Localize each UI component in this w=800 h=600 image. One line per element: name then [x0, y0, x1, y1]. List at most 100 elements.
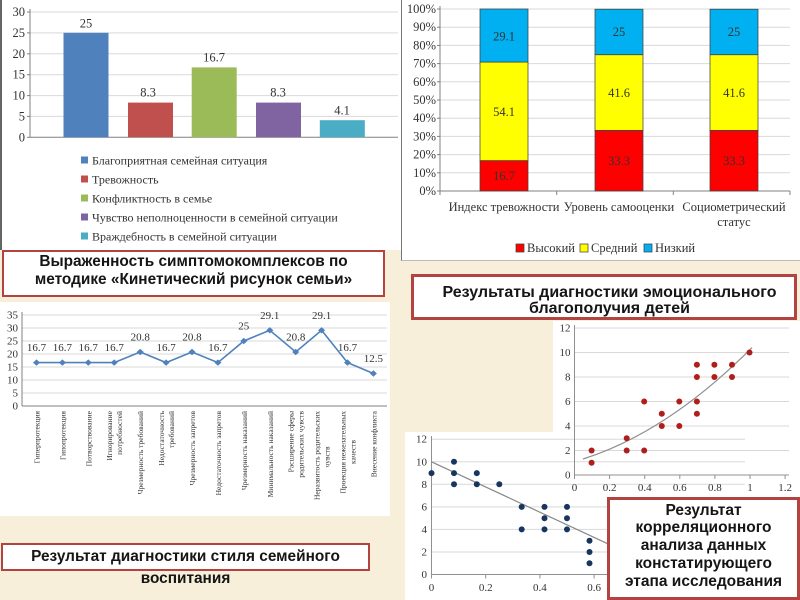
svg-text:16.7: 16.7	[79, 342, 99, 354]
svg-text:29.1: 29.1	[493, 30, 515, 44]
svg-text:12: 12	[560, 323, 571, 335]
svg-text:Проекция нежелательных: Проекция нежелательных	[339, 411, 348, 494]
svg-text:16.7: 16.7	[203, 51, 225, 65]
svg-text:16.7: 16.7	[208, 342, 228, 354]
svg-text:1.2: 1.2	[778, 482, 792, 494]
svg-text:20.8: 20.8	[286, 332, 306, 344]
svg-text:Минимальность наказаний: Минимальность наказаний	[266, 411, 275, 497]
svg-text:0: 0	[19, 130, 25, 144]
svg-text:80%: 80%	[413, 38, 436, 52]
svg-text:60%: 60%	[413, 75, 436, 89]
svg-text:29.1: 29.1	[312, 310, 331, 322]
svg-text:12.5: 12.5	[364, 353, 384, 365]
svg-text:0: 0	[13, 401, 19, 413]
svg-text:25: 25	[238, 321, 250, 333]
svg-text:Индекс тревожности: Индекс тревожности	[449, 200, 560, 214]
svg-text:8: 8	[565, 372, 571, 384]
svg-text:Расширение сферы: Расширение сферы	[287, 411, 296, 472]
svg-text:35: 35	[7, 310, 19, 322]
svg-text:16.7: 16.7	[156, 342, 176, 354]
svg-text:0.6: 0.6	[673, 482, 687, 494]
svg-text:15: 15	[7, 362, 19, 374]
svg-text:2: 2	[565, 445, 571, 457]
svg-text:70%: 70%	[413, 57, 436, 71]
svg-text:Чрезмерность требований: Чрезмерность требований	[136, 411, 145, 494]
svg-text:качеств: качеств	[349, 440, 358, 464]
svg-text:8.3: 8.3	[270, 86, 286, 100]
svg-text:Чрезмерность запретов: Чрезмерность запретов	[188, 411, 197, 486]
svg-text:20: 20	[13, 47, 26, 61]
svg-text:статус: статус	[717, 215, 751, 229]
svg-text:16.7: 16.7	[27, 342, 47, 354]
svg-text:Потворствование: Потворствование	[84, 410, 93, 466]
svg-text:12: 12	[416, 434, 427, 446]
svg-text:6: 6	[565, 396, 571, 408]
svg-text:Тревожность: Тревожность	[92, 173, 159, 187]
svg-text:6: 6	[422, 501, 428, 513]
svg-text:10: 10	[416, 456, 428, 468]
svg-text:40%: 40%	[413, 111, 436, 125]
svg-text:0.4: 0.4	[533, 582, 547, 594]
svg-text:Гипопротекция: Гипопротекция	[58, 410, 67, 460]
svg-text:Игнорирование: Игнорирование	[105, 410, 114, 460]
svg-text:8.3: 8.3	[140, 86, 156, 100]
svg-text:Чувство неполноценности в семе: Чувство неполноценности в семейной ситуа…	[92, 211, 338, 225]
svg-text:90%: 90%	[413, 20, 436, 34]
svg-text:54.1: 54.1	[493, 105, 515, 119]
svg-text:16.7: 16.7	[338, 342, 358, 354]
svg-text:Недостаточность: Недостаточность	[157, 410, 166, 465]
svg-text:Высокий: Высокий	[527, 241, 575, 255]
svg-text:29.1: 29.1	[260, 310, 279, 322]
svg-text:25: 25	[13, 26, 26, 40]
svg-text:родительских чувств: родительских чувств	[297, 411, 306, 478]
svg-text:25: 25	[7, 336, 19, 348]
svg-text:41.6: 41.6	[608, 86, 630, 100]
svg-text:8: 8	[422, 479, 428, 491]
svg-text:33.3: 33.3	[608, 154, 630, 168]
svg-text:0.4: 0.4	[638, 482, 652, 494]
svg-text:33.3: 33.3	[723, 154, 745, 168]
svg-text:4.1: 4.1	[334, 104, 350, 118]
svg-text:30%: 30%	[413, 129, 436, 143]
svg-text:30: 30	[13, 5, 26, 19]
svg-text:15: 15	[13, 68, 26, 82]
svg-text:4: 4	[565, 421, 571, 433]
svg-text:25: 25	[613, 25, 626, 39]
svg-text:16.7: 16.7	[493, 169, 515, 183]
svg-text:20: 20	[7, 349, 19, 361]
svg-text:10: 10	[560, 347, 572, 359]
svg-text:16.7: 16.7	[105, 342, 125, 354]
svg-text:чувств: чувств	[323, 446, 332, 468]
svg-text:0: 0	[422, 569, 428, 581]
svg-text:20%: 20%	[413, 148, 436, 162]
svg-text:20.8: 20.8	[131, 332, 151, 344]
svg-text:Чрезмерность наказаний: Чрезмерность наказаний	[240, 411, 249, 490]
svg-text:потребностей: потребностей	[115, 411, 124, 455]
svg-text:Средний: Средний	[591, 241, 638, 255]
svg-text:10: 10	[7, 375, 19, 387]
svg-text:100%: 100%	[407, 2, 436, 16]
svg-text:5: 5	[13, 388, 19, 400]
svg-text:0.6: 0.6	[587, 582, 601, 594]
svg-text:Недостаточность запретов: Недостаточность запретов	[214, 411, 223, 496]
svg-text:5: 5	[19, 109, 25, 123]
svg-text:Внесение конфликта: Внесение конфликта	[369, 410, 378, 477]
svg-text:41.6: 41.6	[723, 86, 745, 100]
svg-text:0%: 0%	[419, 184, 436, 198]
svg-text:25: 25	[728, 25, 741, 39]
svg-text:0.2: 0.2	[603, 482, 617, 494]
svg-text:10: 10	[13, 89, 26, 103]
svg-text:4: 4	[422, 524, 428, 536]
svg-text:Гиперпротекция: Гиперпротекция	[33, 410, 42, 463]
svg-text:Низкий: Низкий	[655, 241, 695, 255]
svg-text:Неразвитость родительских: Неразвитость родительских	[313, 411, 322, 500]
svg-text:требований: требований	[167, 411, 176, 448]
svg-text:0.8: 0.8	[708, 482, 722, 494]
svg-text:0: 0	[565, 470, 571, 482]
svg-text:25: 25	[80, 17, 93, 31]
svg-text:0: 0	[429, 582, 435, 594]
svg-text:Враждебность в семейной ситуац: Враждебность в семейной ситуации	[92, 230, 277, 244]
svg-text:Социометрический: Социометрический	[682, 200, 785, 214]
svg-text:Конфликтность в семье: Конфликтность в семье	[92, 192, 212, 206]
svg-text:50%: 50%	[413, 93, 436, 107]
